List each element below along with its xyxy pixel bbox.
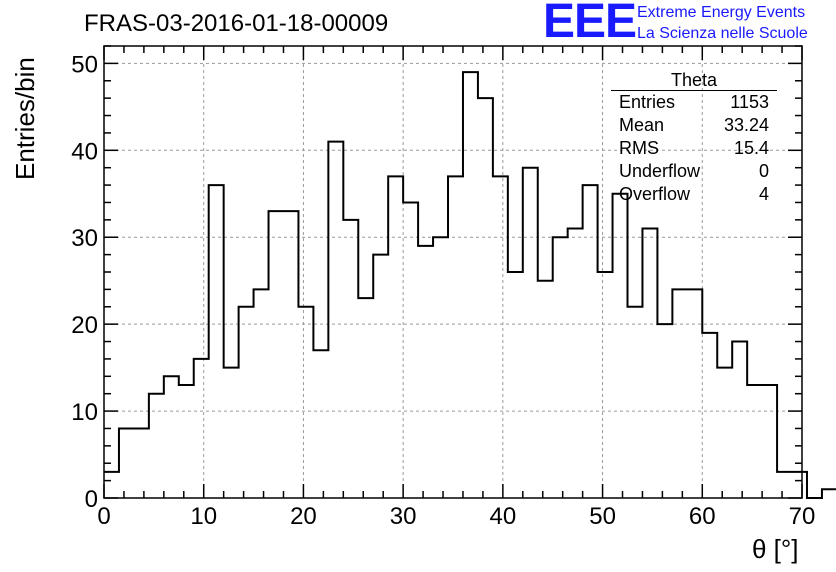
y-tick-label: 0 xyxy=(85,486,98,513)
histogram-bin xyxy=(747,385,762,498)
histogram-bin xyxy=(373,255,388,498)
histogram-bin xyxy=(433,237,448,498)
x-tick-label: 20 xyxy=(290,503,317,530)
eee-logo-mark: EEE xyxy=(543,0,637,48)
chart-title: FRAS-03-2016-01-18-00009 xyxy=(84,10,389,37)
histogram-bin xyxy=(343,220,358,498)
histogram-bin xyxy=(822,489,836,498)
stats-label: Underflow xyxy=(619,161,701,181)
x-tick-label: 0 xyxy=(97,503,110,530)
stats-label: Overflow xyxy=(619,184,691,204)
histogram-bin xyxy=(777,472,792,498)
histogram-bin xyxy=(672,289,687,498)
stats-value: 4 xyxy=(758,184,769,204)
stats-value: 15.4 xyxy=(733,138,769,158)
histogram-bin xyxy=(732,342,747,498)
histogram-bin xyxy=(313,350,328,498)
histogram-bin xyxy=(149,394,164,498)
histogram-bin xyxy=(269,211,284,498)
histogram-bin xyxy=(598,272,613,498)
histogram-series xyxy=(104,71,836,499)
y-axis-label: Entries/bin xyxy=(10,57,40,180)
stats-value: 0 xyxy=(758,161,769,181)
stats-value: 1153 xyxy=(730,92,769,112)
histogram-bin xyxy=(239,307,254,498)
logo-line-1: Extreme Energy Events xyxy=(637,4,806,21)
histogram-bin xyxy=(328,142,343,498)
stats-label: Mean xyxy=(619,115,665,135)
histogram-bin xyxy=(702,333,717,498)
y-tick-label: 10 xyxy=(71,399,98,426)
histogram-bin xyxy=(448,176,463,498)
histogram-bin xyxy=(762,385,777,498)
histogram-bin xyxy=(493,176,508,498)
stats-row: Mean 33.24 xyxy=(611,114,777,137)
histogram-bin xyxy=(254,289,269,498)
histogram-bin xyxy=(119,428,134,498)
stats-title: Theta xyxy=(611,70,777,91)
stats-row: Entries 1153 xyxy=(611,91,777,114)
stats-row: Overflow 4 xyxy=(611,183,777,206)
x-tick-label: 60 xyxy=(689,503,716,530)
histogram-bin xyxy=(209,185,224,498)
histogram-bin xyxy=(478,98,493,498)
y-tick-label: 40 xyxy=(71,138,98,165)
stats-row: RMS 15.4 xyxy=(611,137,777,160)
histogram-bin xyxy=(538,281,553,498)
x-tick-label: 10 xyxy=(190,503,217,530)
histogram-bin xyxy=(628,307,643,498)
histogram-bin xyxy=(508,272,523,498)
histogram-bin xyxy=(463,72,478,498)
histogram-bin xyxy=(104,472,119,498)
x-tick-label: 40 xyxy=(490,503,517,530)
histogram-bin xyxy=(642,229,657,498)
stats-value: 33.24 xyxy=(723,115,769,135)
y-tick-label: 30 xyxy=(71,225,98,252)
histogram-bin xyxy=(792,472,807,498)
x-tick-labels: 0 10 20 30 40 50 60 70 xyxy=(97,503,815,530)
y-tick-labels: 0 10 20 30 40 50 xyxy=(71,51,98,513)
axes xyxy=(103,45,803,499)
histogram-bin xyxy=(523,168,538,498)
histogram-bin xyxy=(134,428,149,498)
histogram-bin xyxy=(298,307,313,498)
grid-lines xyxy=(104,46,802,498)
x-tick-label: 50 xyxy=(589,503,616,530)
histogram-bin xyxy=(717,368,732,498)
histogram-line xyxy=(104,71,836,499)
stats-label: Entries xyxy=(619,92,676,112)
histogram-bin xyxy=(388,176,403,498)
histogram-bin xyxy=(687,289,702,498)
y-tick-label: 20 xyxy=(71,312,98,339)
stats-row: Underflow 0 xyxy=(611,160,777,183)
histogram-bin xyxy=(568,229,583,498)
histogram-bin xyxy=(403,202,418,498)
stats-label: RMS xyxy=(619,138,659,158)
y-tick-label: 50 xyxy=(71,51,98,78)
histogram-bin xyxy=(283,211,298,498)
histogram-bin xyxy=(553,237,568,498)
histogram-bin xyxy=(358,298,373,498)
x-axis-label: θ [°] xyxy=(752,534,799,564)
x-tick-label: 70 xyxy=(789,503,816,530)
histogram-bin xyxy=(224,368,239,498)
histogram-bin xyxy=(657,324,672,498)
histogram-bin xyxy=(418,246,433,498)
stats-box: Theta Entries 1153 Mean 33.24 RMS 15.4 U… xyxy=(611,70,777,206)
histogram-bin xyxy=(164,376,179,498)
histogram-bin xyxy=(194,359,209,498)
histogram-bin xyxy=(613,194,628,498)
histogram-bin xyxy=(179,385,194,498)
histogram-bin xyxy=(583,185,598,498)
x-tick-label: 30 xyxy=(390,503,417,530)
logo-line-2: La Scienza nelle Scuole xyxy=(637,25,808,42)
